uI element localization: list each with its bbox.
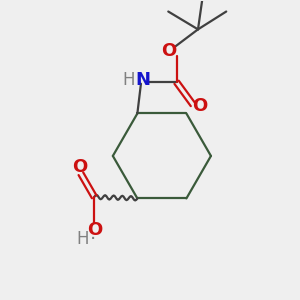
Text: H: H <box>122 71 135 89</box>
Text: H: H <box>77 230 89 248</box>
Text: N: N <box>135 71 150 89</box>
Text: O: O <box>192 97 207 115</box>
Text: O: O <box>161 42 176 60</box>
Text: ·: · <box>90 230 96 249</box>
Text: O: O <box>72 158 87 176</box>
Text: O: O <box>87 220 102 238</box>
